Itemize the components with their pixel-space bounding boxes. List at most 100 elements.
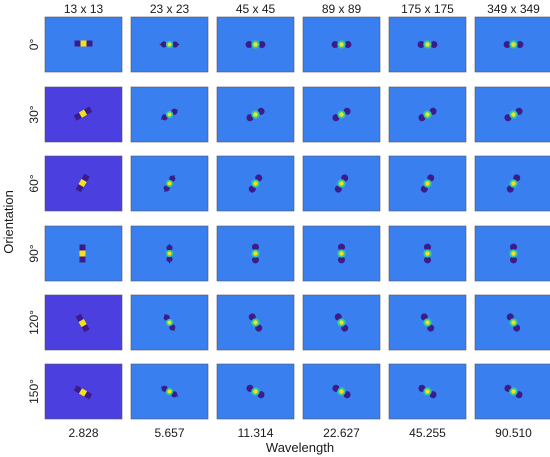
- cell-frame: [44, 155, 123, 212]
- column-title: 89 x 89: [322, 2, 362, 16]
- cell-frame: [216, 16, 295, 73]
- filter-cell: [216, 86, 295, 143]
- cell-frame: [474, 294, 550, 351]
- cell-frame: [130, 16, 209, 73]
- filter-kernel: [163, 313, 176, 332]
- cell-frame: [302, 86, 381, 143]
- filter-cell: [388, 363, 467, 420]
- wavelength-label: 45.255: [409, 426, 446, 440]
- filter-kernel: [506, 313, 521, 332]
- cell-frame: [474, 363, 550, 420]
- cell-frame: [216, 363, 295, 420]
- filter-cell: [302, 16, 381, 73]
- filter-cell: [130, 16, 209, 73]
- filter-cell: [474, 225, 550, 282]
- filter-cell: [44, 225, 123, 282]
- filter-cell: [388, 294, 467, 351]
- column-title: 23 x 23: [150, 2, 190, 16]
- filter-kernel: [509, 243, 518, 264]
- row-label: 60°: [27, 174, 41, 192]
- cell-frame: [216, 86, 295, 143]
- filter-cell: [130, 294, 209, 351]
- filter-kernel: [334, 313, 349, 332]
- filter-cell: [130, 225, 209, 282]
- filter-cell: [474, 155, 550, 212]
- row-label: 30°: [27, 105, 41, 123]
- cell-frame: [388, 86, 467, 143]
- wavelength-label: 11.314: [238, 426, 274, 440]
- cell-frame: [216, 294, 295, 351]
- filter-kernel: [75, 313, 90, 333]
- column-title: 45 x 45: [236, 2, 276, 16]
- cell-frame: [44, 225, 123, 282]
- filter-kernel: [420, 174, 435, 193]
- cell-frame: [388, 294, 467, 351]
- filter-cell: [216, 16, 295, 73]
- filter-kernel: [251, 243, 260, 264]
- filter-cell: [474, 16, 550, 73]
- filter-kernel: [74, 40, 93, 47]
- filter-kernel: [503, 40, 524, 49]
- filter-cell: [388, 16, 467, 73]
- filter-cell: [130, 363, 209, 420]
- row-labels: 0° 30° 60° 90° 120° 150°: [27, 39, 41, 404]
- cell-frame: [474, 155, 550, 212]
- filter-kernel: [73, 106, 93, 121]
- cell-frame: [44, 294, 123, 351]
- column-titles: 13 x 13 23 x 23 45 x 45 89 x 89 175 x 175 349…: [64, 2, 540, 16]
- filter-kernel: [504, 107, 523, 122]
- filter-cell: [44, 86, 123, 143]
- filter-kernel: [418, 107, 437, 122]
- filter-kernel: [163, 174, 176, 193]
- filter-kernel: [165, 243, 174, 264]
- filter-cell: [474, 363, 550, 420]
- wavelength-label: 5.657: [154, 426, 184, 440]
- cell-frame: [216, 155, 295, 212]
- cell-frame: [130, 363, 209, 420]
- filter-kernel: [332, 107, 351, 122]
- cell-frame: [474, 16, 550, 73]
- filter-kernel: [75, 173, 90, 193]
- cell-frame: [130, 225, 209, 282]
- filter-kernel: [159, 40, 180, 49]
- filter-kernel: [331, 40, 352, 49]
- filter-kernel: [417, 40, 438, 49]
- filter-cell: [216, 225, 295, 282]
- x-axis-title: Wavelength: [266, 440, 334, 455]
- cell-frame: [302, 363, 381, 420]
- filter-cell: [44, 363, 123, 420]
- cell-frame: [302, 294, 381, 351]
- filter-cell: [474, 86, 550, 143]
- row-label: 0°: [27, 39, 41, 51]
- filter-cell: [216, 363, 295, 420]
- cell-frame: [130, 294, 209, 351]
- cell-frame: [130, 155, 209, 212]
- filter-kernel: [423, 243, 432, 264]
- wavelength-label: 22.627: [323, 426, 360, 440]
- cell-frame: [302, 16, 381, 73]
- cell-frame: [388, 363, 467, 420]
- filter-kernel: [246, 107, 265, 122]
- cell-frame: [388, 225, 467, 282]
- cell-frame: [474, 86, 550, 143]
- cell-frame: [388, 155, 467, 212]
- column-title: 175 x 175: [401, 2, 454, 16]
- filter-kernel: [246, 384, 265, 399]
- cell-frame: [302, 225, 381, 282]
- wavelength-labels: 2.828 5.657 11.314 22.627 45.255 90.510: [68, 426, 532, 440]
- filter-cell: [302, 363, 381, 420]
- wavelength-label: 2.828: [68, 426, 98, 440]
- filter-kernel: [248, 313, 263, 332]
- filter-kernel: [245, 40, 266, 49]
- filter-cell: [302, 86, 381, 143]
- filter-kernel: [79, 244, 86, 263]
- cell-frame: [44, 363, 123, 420]
- cell-frame: [130, 86, 209, 143]
- filter-cell: [388, 86, 467, 143]
- filter-kernel: [332, 384, 351, 399]
- filter-kernel: [160, 385, 179, 398]
- cell-frame: [44, 86, 123, 143]
- column-title: 13 x 13: [64, 2, 104, 16]
- filter-kernel: [506, 174, 521, 193]
